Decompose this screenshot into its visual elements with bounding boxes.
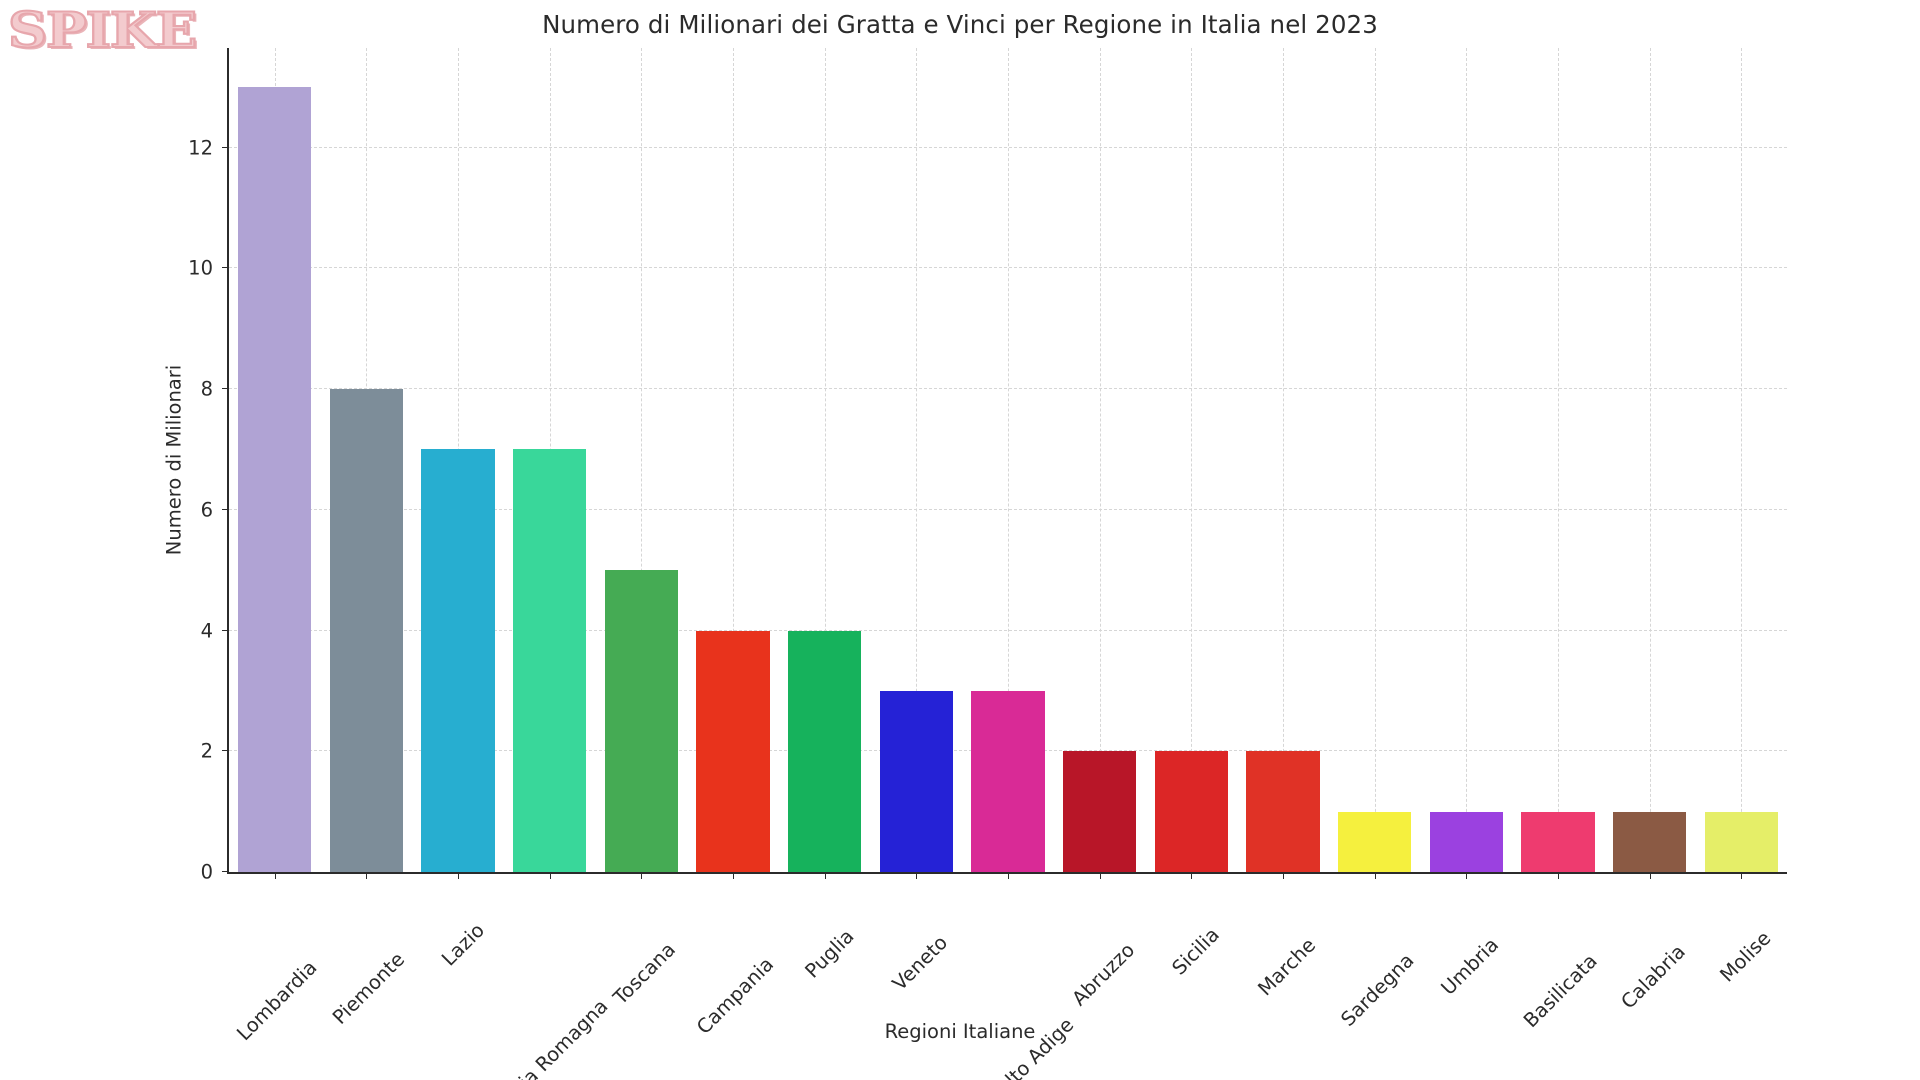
bar-sicilia[interactable] [1154,751,1228,872]
bar-trentino-alto-adige[interactable] [971,690,1045,872]
x-tick-mark [1282,872,1284,879]
bar-lombardia[interactable] [238,87,312,872]
gridline-vertical [1191,48,1193,872]
y-tick-label: 0 [200,860,213,884]
x-tick-label: Basilicata [1518,949,1602,1033]
y-tick-mark [222,267,229,269]
bar-piemonte[interactable] [329,389,404,872]
bar-veneto[interactable] [879,690,953,872]
y-tick-label: 10 [188,256,213,280]
bar-lazio[interactable] [421,449,495,872]
gridline-vertical [1282,48,1284,872]
bar-calabria[interactable] [1612,811,1687,872]
x-tick-mark [1008,872,1009,879]
x-tick-mark [1191,872,1193,879]
x-tick-label: Molise [1715,926,1776,987]
x-tick-mark [458,872,460,879]
bar-toscana[interactable] [604,570,679,872]
bar-abruzzo[interactable] [1062,751,1137,872]
y-tick-label: 2 [200,739,213,763]
gridline-vertical [733,48,735,872]
y-tick-mark [222,871,229,872]
chart-title: Numero di Milionari dei Gratta e Vinci p… [542,10,1378,39]
x-tick-mark [824,872,826,879]
x-tick-label: Sicilia [1167,923,1225,980]
gridline-vertical [1099,48,1101,872]
y-tick-mark [222,750,229,752]
bars-layer [229,48,1787,872]
gridline-vertical [641,48,643,872]
bar-puglia[interactable] [788,630,862,872]
x-tick-label: Calabria [1616,940,1690,1014]
x-tick-mark [274,872,276,879]
gridline-vertical [1741,48,1743,872]
gridline-vertical [1374,48,1376,872]
x-tick-label: Lazio [437,918,490,971]
y-tick-label: 12 [188,136,213,160]
x-tick-mark [1374,872,1376,879]
y-tick-label: 6 [200,498,213,522]
bar-sardegna[interactable] [1337,811,1412,872]
bar-molise[interactable] [1704,811,1778,872]
gridline-vertical [1557,48,1559,872]
x-tick-mark [549,872,551,879]
x-tick-mark [641,872,643,879]
spike-watermark: SPIKE [7,1,199,60]
x-tick-label: Veneto [888,930,953,996]
y-tick-mark [222,508,229,510]
gridline-vertical [824,48,826,872]
bar-basilicata[interactable] [1521,811,1595,872]
bar-campania[interactable] [696,630,770,872]
bar-emilia-romagna[interactable] [513,449,587,872]
x-tick-mark [1466,872,1468,879]
x-tick-mark [1741,872,1743,879]
gridline-vertical [1008,48,1009,872]
gridline-vertical [916,48,918,872]
bar-umbria[interactable] [1429,811,1503,872]
x-tick-label: Puglia [800,924,859,983]
y-tick-label: 8 [200,377,213,401]
x-tick-label: Marche [1253,933,1321,1001]
gridline-vertical [1649,48,1651,872]
x-tick-label: Umbria [1436,933,1504,1000]
x-axis-label: Regioni Italiane [884,1020,1036,1043]
x-tick-mark [733,872,735,879]
y-tick-label: 4 [200,619,213,643]
x-tick-mark [1557,872,1559,879]
x-tick-mark [1099,872,1101,879]
plot-area: Numero di Milionari 0 2 4 6 8 10 12 Lombardia Pi… [163,48,1787,1080]
y-tick-mark [222,388,229,390]
y-tick-mark [222,629,229,631]
x-tick-mark [1649,872,1651,879]
y-tick-mark [222,146,229,148]
x-tick-mark [916,872,918,879]
x-tick-mark [366,872,368,879]
bar-marche[interactable] [1246,751,1320,872]
gridline-vertical [1466,48,1468,872]
